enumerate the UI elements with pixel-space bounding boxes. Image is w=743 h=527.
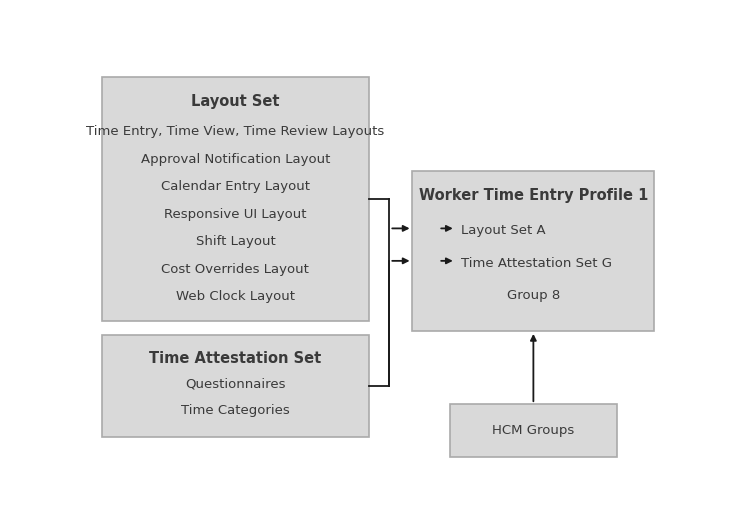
Text: Time Attestation Set G: Time Attestation Set G — [461, 257, 612, 270]
Text: Approval Notification Layout: Approval Notification Layout — [140, 152, 330, 165]
Bar — [412, 171, 655, 331]
Text: Questionnaires: Questionnaires — [185, 378, 285, 391]
Text: Shift Layout: Shift Layout — [195, 235, 275, 248]
Text: HCM Groups: HCM Groups — [493, 424, 574, 437]
Text: Group 8: Group 8 — [507, 289, 560, 302]
Bar — [102, 77, 369, 321]
Text: Cost Overrides Layout: Cost Overrides Layout — [161, 263, 309, 276]
Text: Time Entry, Time View, Time Review Layouts: Time Entry, Time View, Time Review Layou… — [86, 125, 385, 138]
Text: Web Clock Layout: Web Clock Layout — [176, 290, 295, 304]
Text: Layout Set: Layout Set — [191, 94, 279, 110]
Text: Worker Time Entry Profile 1: Worker Time Entry Profile 1 — [419, 188, 648, 203]
Text: Time Attestation Set: Time Attestation Set — [149, 352, 322, 366]
Bar — [102, 335, 369, 436]
Text: Time Categories: Time Categories — [181, 404, 290, 417]
Text: Layout Set A: Layout Set A — [461, 225, 546, 237]
Text: Responsive UI Layout: Responsive UI Layout — [164, 208, 307, 221]
Bar — [450, 404, 617, 457]
Text: Calendar Entry Layout: Calendar Entry Layout — [161, 180, 310, 193]
